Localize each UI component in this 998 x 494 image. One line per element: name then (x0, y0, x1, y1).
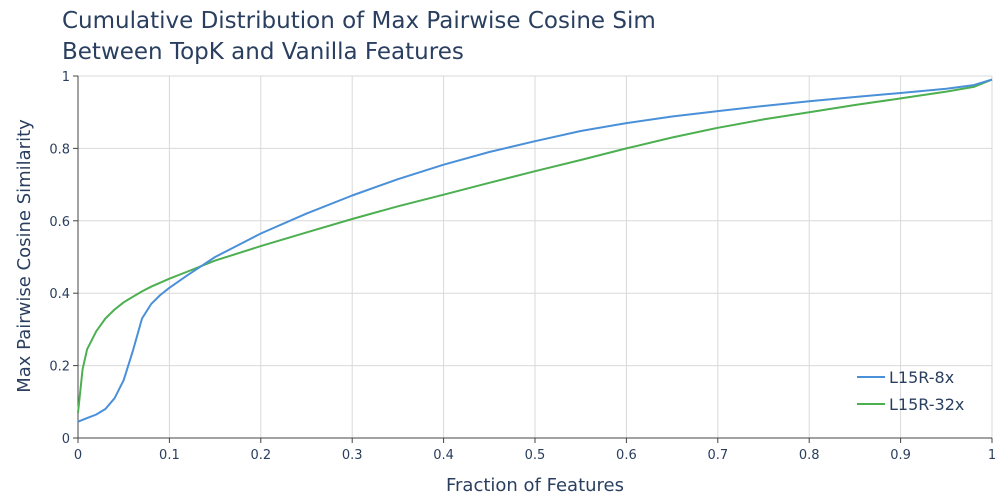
y-tick-label: 0 (62, 432, 70, 447)
legend[interactable]: L15R-8x L15R-32x (857, 368, 964, 414)
series-line-l15r-32x (77, 78, 993, 413)
x-tick-label: 0.2 (250, 448, 271, 463)
x-tick-label: 0.9 (890, 448, 911, 463)
chart-title-line-2: Between TopK and Vanilla Features (62, 39, 464, 65)
y-tick-label: 0.6 (49, 215, 70, 230)
x-tick-label: 0.5 (525, 448, 546, 463)
y-tick-label: 1 (62, 70, 70, 85)
x-tick-label: 0.4 (433, 448, 454, 463)
x-tick-label: 0.1 (159, 448, 180, 463)
x-tick-label: 0.7 (707, 448, 728, 463)
x-tick-label: 0.6 (616, 448, 637, 463)
x-tick-label: 0.8 (799, 448, 820, 463)
series-line-l15r-8x (77, 78, 993, 423)
y-axis-title: Max Pairwise Cosine Similarity (14, 119, 35, 393)
grid (78, 75, 993, 438)
x-tick-label: 1 (988, 448, 996, 463)
legend-label-l15r-32x: L15R-32x (889, 395, 964, 414)
y-tick-label: 0.4 (49, 287, 70, 302)
y-tick-label: 0.2 (49, 360, 70, 375)
chart-title-line-1: Cumulative Distribution of Max Pairwise … (62, 8, 656, 34)
legend-label-l15r-8x: L15R-8x (889, 368, 954, 387)
x-tick-label: 0.3 (342, 448, 363, 463)
axes: 0 0.1 0.2 0.3 0.4 0.5 0.6 0.7 0.8 0.9 1 0 0.2 0.4 0.6 0… (49, 70, 996, 463)
x-tick-label: 0 (74, 448, 82, 463)
y-tick-label: 0.8 (49, 142, 70, 157)
series-layer (77, 78, 993, 423)
x-axis-title: Fraction of Features (446, 475, 624, 494)
